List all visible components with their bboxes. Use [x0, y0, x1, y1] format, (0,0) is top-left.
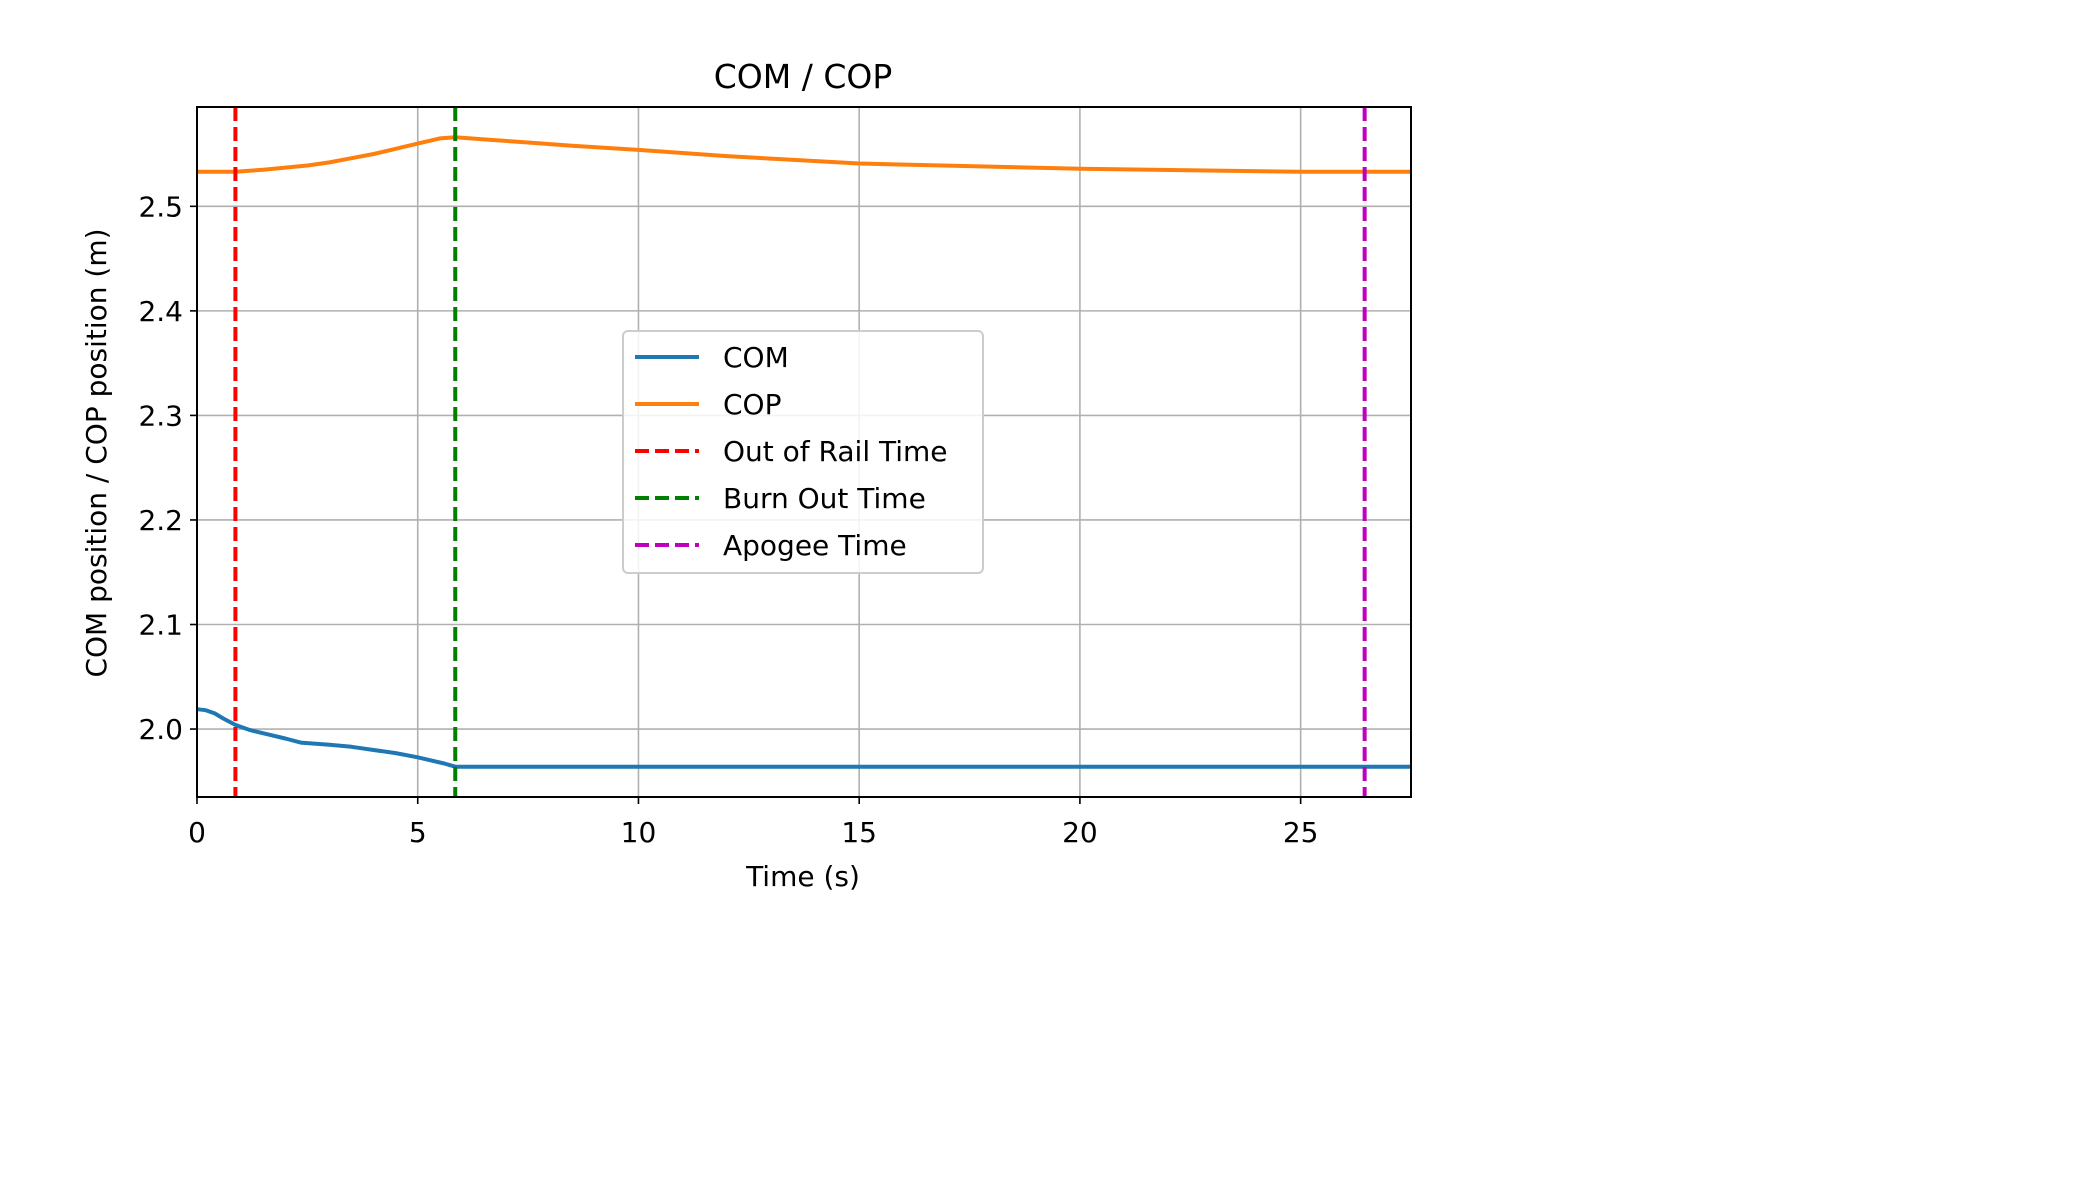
- y-tick-label: 2.0: [138, 713, 183, 746]
- y-tick-label: 2.4: [138, 295, 183, 328]
- y-tick-label: 2.5: [138, 190, 183, 223]
- y-tick-label: 2.2: [138, 504, 183, 537]
- y-axis-label: COM position / COP position (m): [80, 228, 113, 677]
- legend-label: Out of Rail Time: [723, 435, 948, 468]
- x-tick-label: 0: [188, 816, 206, 849]
- chart-container: COM / COP Time (s) COM position / COP po…: [80, 57, 1412, 893]
- legend: COM COP Out of Rail Time Burn Out Time Apoge…: [622, 330, 984, 574]
- plot-frame: [196, 106, 1412, 798]
- x-tick-label: 25: [1283, 816, 1319, 849]
- legend-frame: [622, 330, 984, 574]
- series-line-cop: [197, 135, 1411, 174]
- com-cop-chart: COM / COP Time (s) COM position / COP po…: [80, 57, 1412, 893]
- series-line-com: [196, 707, 1411, 769]
- legend-label: COP: [723, 388, 781, 421]
- y-tick-label: 2.3: [138, 399, 183, 432]
- legend-label: COM: [723, 341, 789, 374]
- chart-title: COM / COP: [714, 57, 893, 96]
- y-tick-label: 2.1: [138, 609, 183, 642]
- x-tick-label: 15: [841, 816, 877, 849]
- x-tick-label: 20: [1062, 816, 1098, 849]
- plot-area: [196, 107, 1411, 797]
- legend-label: Apogee Time: [723, 529, 907, 562]
- x-axis-label: Time (s): [745, 860, 860, 892]
- legend-label: Burn Out Time: [723, 482, 926, 515]
- x-tick-label: 5: [409, 816, 427, 849]
- x-tick-label: 10: [621, 816, 657, 849]
- axes: 0 5 10 15 20 25 2.0 2.1 2.2 2.3 2.4 2.5: [138, 106, 1412, 849]
